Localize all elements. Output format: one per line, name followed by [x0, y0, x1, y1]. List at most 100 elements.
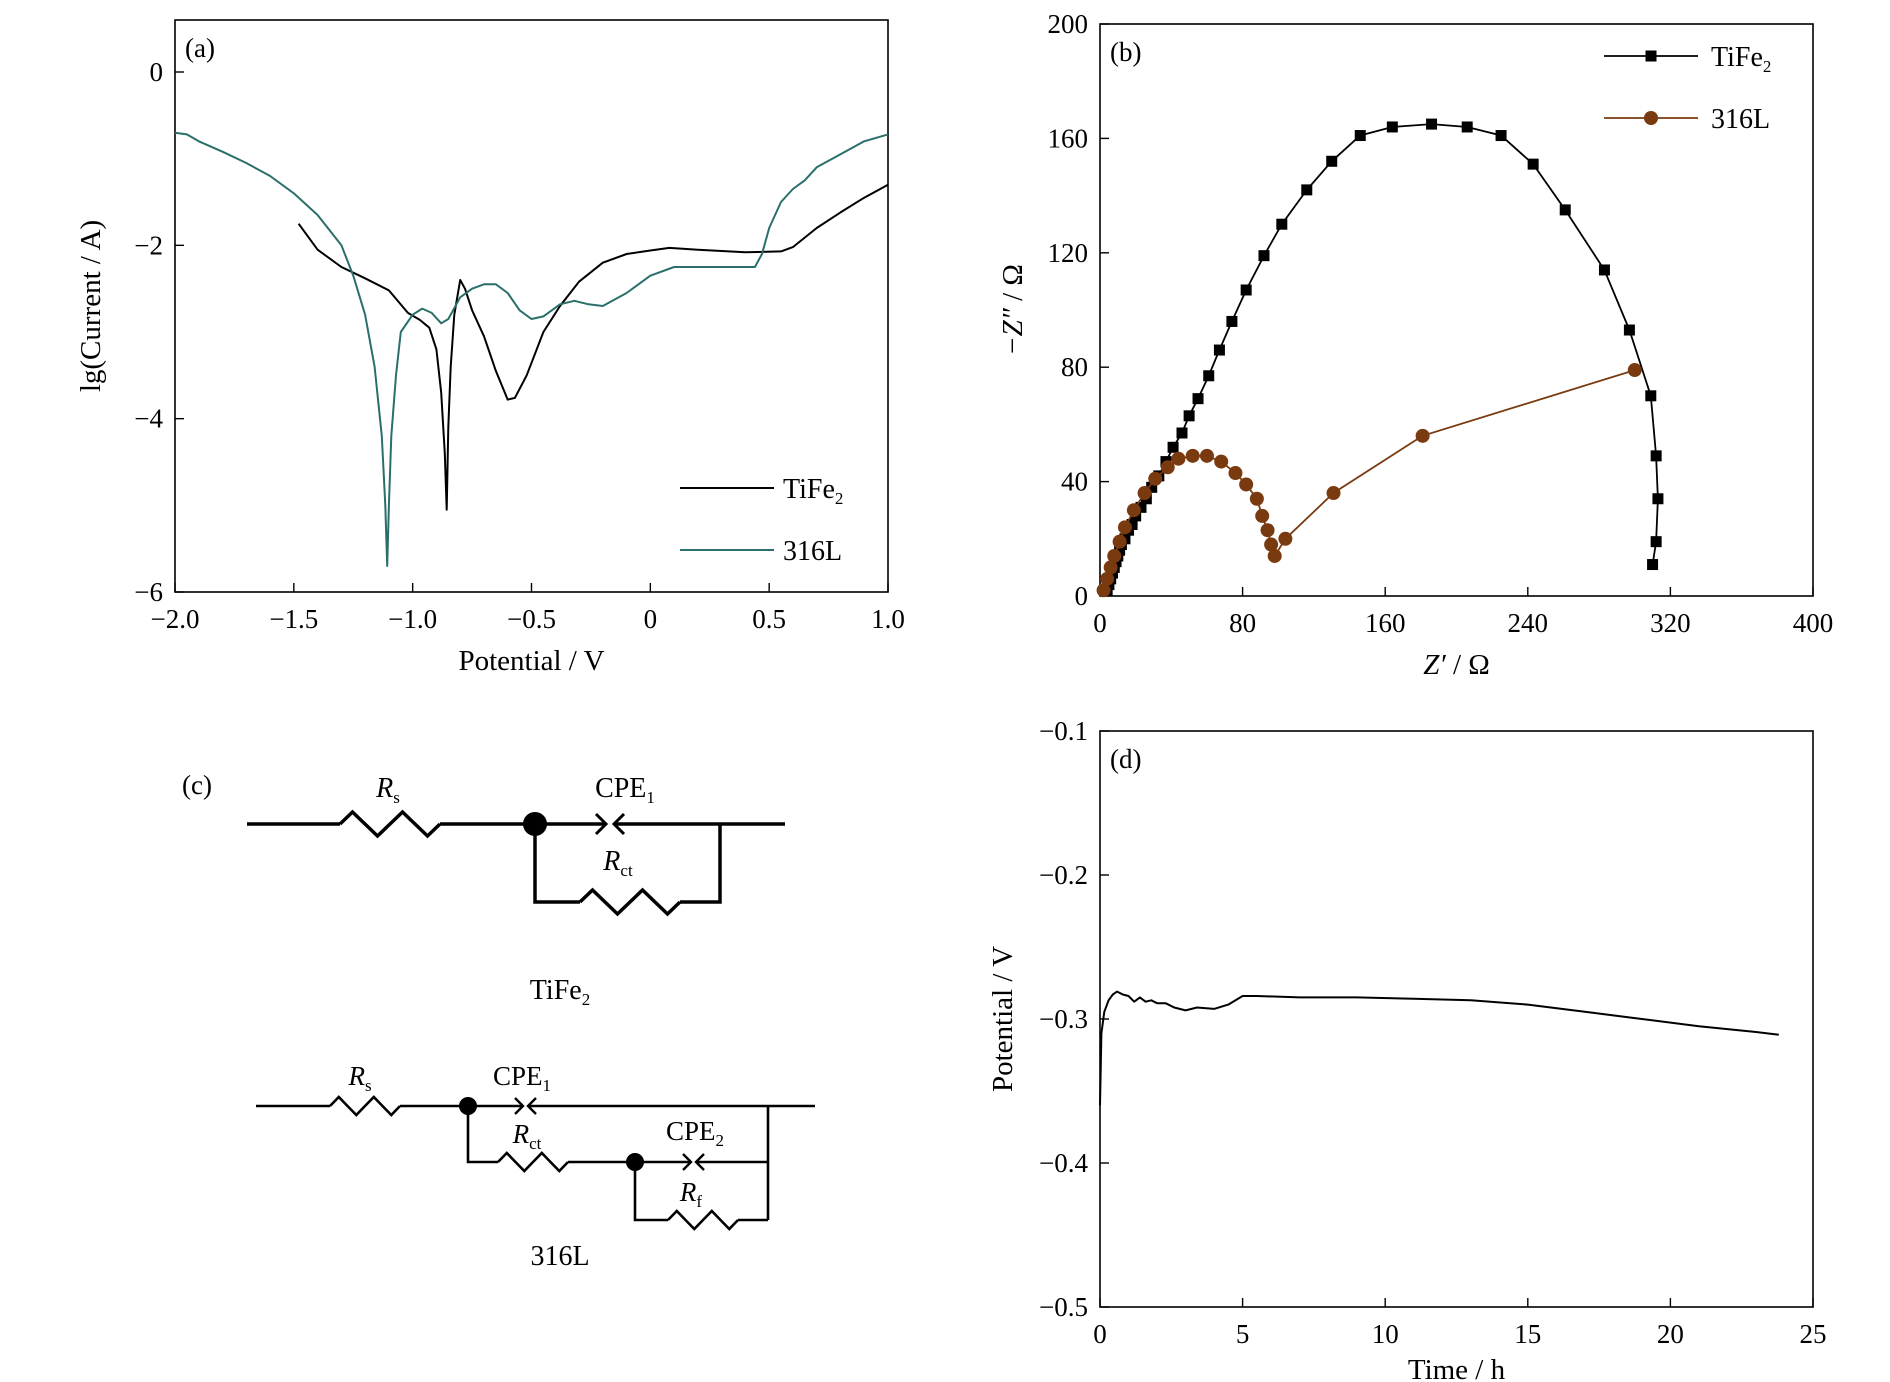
data-point-316l [1137, 486, 1152, 501]
caption-tife2: TiFe2 [530, 975, 590, 1009]
x-tick-label: 5 [1236, 1319, 1250, 1349]
y-tick-label: −4 [134, 404, 163, 434]
y-tick-label: −0.3 [1039, 1004, 1088, 1034]
data-point-tife2 [1114, 544, 1126, 556]
data-point-316l [1107, 548, 1122, 563]
x-tick-label: 0 [1093, 608, 1107, 638]
label-rct: Rct [602, 846, 633, 880]
data-point-316l [1112, 534, 1127, 549]
x-axis-label: Potential / V [458, 645, 604, 677]
data-point-tife2 [1326, 155, 1338, 167]
label-cpe1-sub: 1 [646, 788, 655, 807]
x-tick-label: 15 [1514, 1319, 1541, 1349]
legend-label-tife2: TiFe2 [783, 474, 843, 508]
label-cpe1-main: CPE [493, 1061, 543, 1091]
data-point-tife2 [1301, 184, 1313, 196]
data-point-tife2 [1559, 204, 1571, 216]
label-rs-sub: s [365, 1076, 372, 1095]
panel-label: (a) [185, 33, 215, 63]
y-tick-label: −0.4 [1039, 1148, 1088, 1178]
data-point-316l [1171, 451, 1186, 466]
resistor-rct [497, 1151, 569, 1173]
data-point-tife2 [1192, 393, 1204, 405]
x-tick-label: 80 [1229, 608, 1256, 638]
label-rct-main: R [512, 1119, 530, 1149]
data-point-tife2 [1167, 441, 1179, 453]
data-point-tife2 [1126, 519, 1138, 530]
resistor-rf [667, 1209, 739, 1231]
data-point-tife2 [1276, 218, 1288, 230]
label-rs-main: R [347, 1061, 365, 1091]
data-point-tife2 [1135, 501, 1147, 513]
legend-label-tife2-main: TiFe [783, 474, 835, 505]
data-point-316l [1185, 448, 1200, 463]
data-point-316l [1255, 508, 1270, 523]
plot-frame [1099, 23, 1814, 597]
label-cpe1: CPE1 [493, 1061, 551, 1095]
y-tick-label: 0 [150, 57, 164, 87]
label-rs-main: R [375, 773, 393, 804]
cpe-symbol [594, 812, 609, 836]
data-point-tife2 [1527, 158, 1539, 170]
caption-tife2-main: TiFe [530, 975, 582, 1006]
y-tick-label: 80 [1061, 352, 1088, 382]
legend-label-tife2-sub: 2 [835, 489, 844, 508]
y-tick-label: 40 [1061, 467, 1088, 497]
data-point-tife2 [1645, 390, 1657, 402]
data-point-tife2 [1598, 264, 1610, 276]
y-tick-label: −0.5 [1039, 1292, 1088, 1322]
data-point-316l [1326, 486, 1341, 501]
data-point-316l [1627, 363, 1642, 378]
label-cpe2: CPE2 [666, 1116, 724, 1150]
legend-marker-tife2 [1645, 50, 1657, 62]
x-tick-label: −0.5 [507, 604, 556, 634]
label-rct-main: R [602, 846, 620, 877]
y-axis-label-unit: / Ω [997, 264, 1029, 308]
data-point-tife2 [1226, 315, 1238, 327]
series-line-316l [174, 131, 889, 567]
data-point-tife2 [1213, 344, 1225, 356]
data-point-316l [1100, 571, 1115, 586]
resistor-rs [338, 809, 442, 839]
data-point-316l [1260, 523, 1275, 538]
wire [680, 824, 722, 904]
data-point-tife2 [1461, 121, 1473, 133]
label-cpe1: CPE1 [595, 773, 655, 807]
x-tick-label: 240 [1508, 608, 1549, 638]
data-point-316l [1199, 448, 1214, 463]
panel-d-ocp-chart: 0 5 10 15 20 25 −0.1 −0.2 −0.3 −0.4 −0.5 (d) Time / … [987, 716, 1827, 1382]
data-point-316l [1117, 520, 1132, 535]
data-point-316l [1267, 548, 1282, 563]
data-point-tife2 [1240, 284, 1252, 296]
data-point-tife2 [1146, 481, 1158, 493]
label-rct-sub: ct [529, 1134, 542, 1153]
cpe-symbol [514, 1097, 525, 1115]
x-tick-label: −1.5 [269, 604, 318, 634]
data-point-316l [1278, 531, 1293, 546]
data-point-tife2 [1650, 536, 1662, 548]
wire [466, 1106, 498, 1164]
x-tick-label: −2.0 [151, 604, 200, 634]
caption-tife2-sub: 2 [582, 990, 591, 1009]
data-point-tife2 [1650, 450, 1662, 462]
label-rct: Rct [512, 1119, 542, 1153]
label-rf: Rf [679, 1177, 703, 1211]
legend-marker-316l [1644, 111, 1658, 125]
y-axis-label-symbol: −Z″ [997, 307, 1029, 356]
x-tick-label: 400 [1793, 608, 1834, 638]
legend-label-316l: 316L [1711, 104, 1770, 135]
x-tick-label: 20 [1657, 1319, 1684, 1349]
label-cpe1-sub: 1 [543, 1076, 552, 1095]
y-axis-label: lg(Current / A) [75, 220, 107, 392]
x-tick-label: 0 [644, 604, 658, 634]
label-rct-sub: ct [620, 861, 633, 880]
panel-label: (c) [182, 770, 212, 800]
wire [633, 1162, 668, 1222]
legend-label-tife2: TiFe2 [1711, 42, 1771, 76]
data-point-tife2 [1623, 324, 1635, 336]
data-point-316l [1126, 503, 1141, 518]
y-tick-label: −0.2 [1039, 860, 1088, 890]
